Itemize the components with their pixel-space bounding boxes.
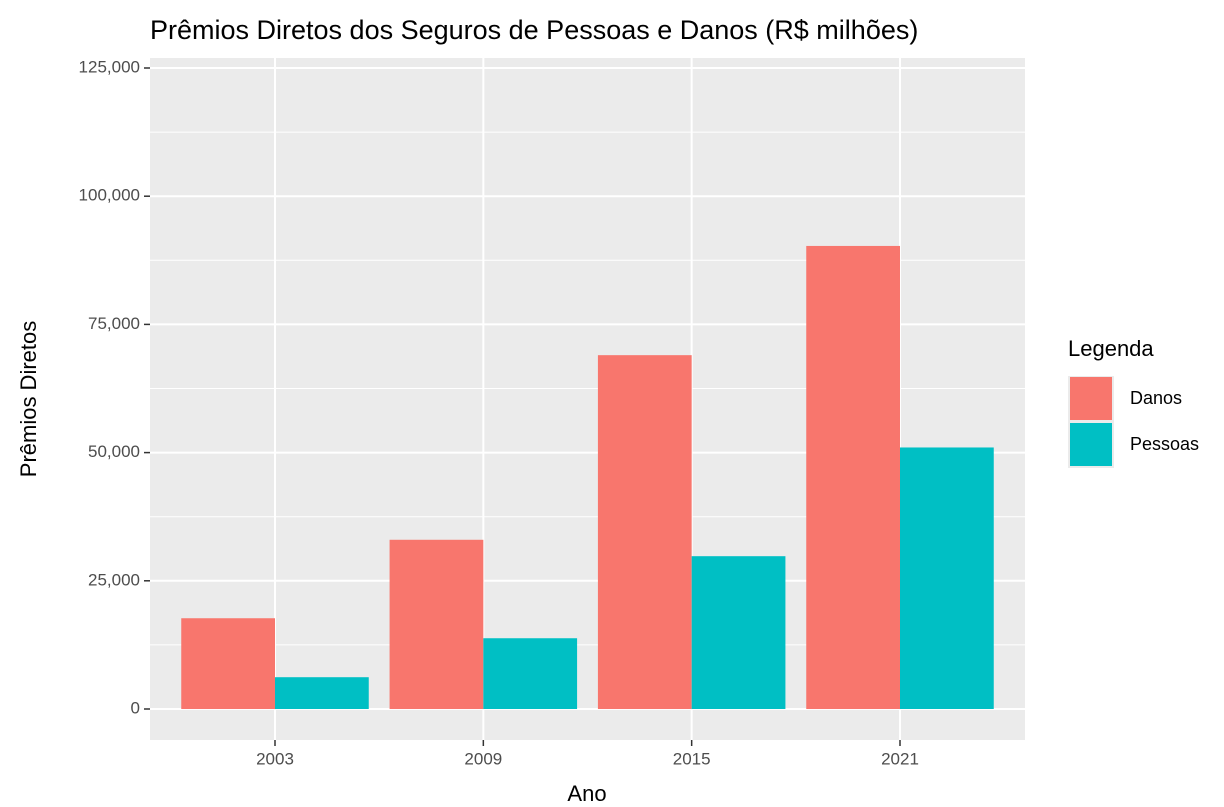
- chart-title: Prêmios Diretos dos Seguros de Pessoas e…: [150, 15, 918, 45]
- y-tick-label: 100,000: [79, 186, 140, 205]
- bar: [483, 638, 578, 710]
- x-tick-label: 2009: [464, 749, 502, 768]
- x-tick-label: 2015: [673, 749, 711, 768]
- legend-label: Pessoas: [1130, 434, 1199, 454]
- bar: [181, 618, 275, 710]
- y-tick-label: 125,000: [79, 57, 140, 76]
- y-tick-label: 25,000: [88, 570, 140, 589]
- bar: [389, 539, 484, 710]
- bar: [597, 355, 692, 710]
- x-tick-label: 2003: [256, 749, 294, 768]
- bar: [900, 447, 994, 710]
- y-axis-title: Prêmios Diretos: [16, 321, 41, 477]
- x-axis-title: Ano: [567, 781, 606, 806]
- legend-label: Danos: [1130, 388, 1182, 408]
- y-tick-label: 75,000: [88, 314, 140, 333]
- x-tick-label: 2021: [881, 749, 919, 768]
- bar: [691, 556, 786, 710]
- y-tick-label: 0: [131, 698, 140, 717]
- bar: [806, 245, 900, 710]
- legend-key: [1070, 377, 1112, 420]
- marks: [181, 245, 994, 710]
- bar: [275, 677, 369, 710]
- legend-key: [1070, 423, 1112, 466]
- y-tick-label: 50,000: [88, 442, 140, 461]
- legend-title: Legenda: [1068, 336, 1154, 361]
